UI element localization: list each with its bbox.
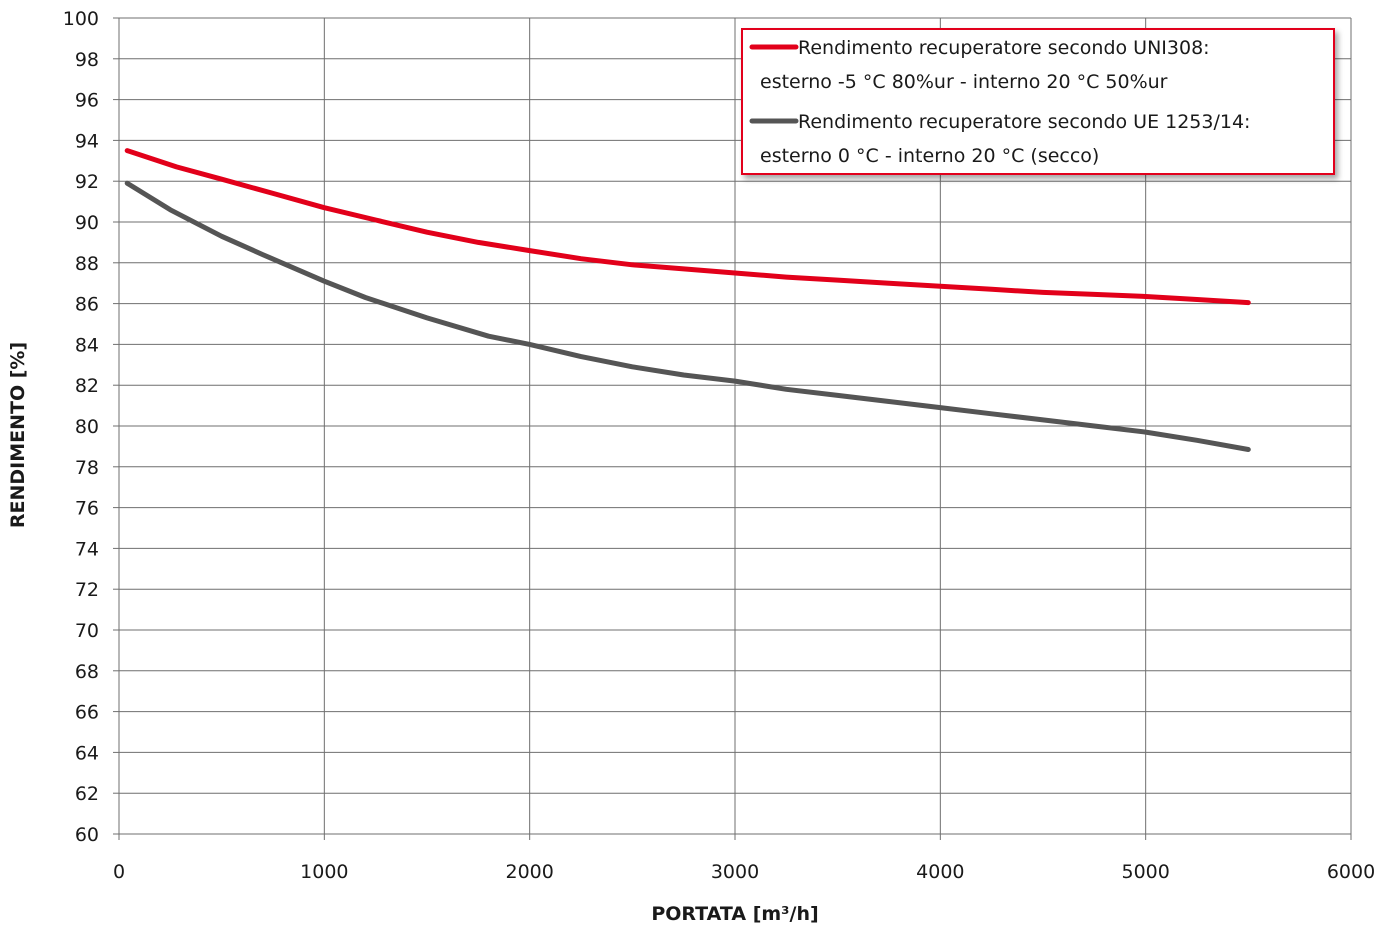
series-lines	[124, 148, 1251, 452]
y-tick-label: 78	[75, 457, 99, 479]
y-axis-title: RENDIMENTO [%]	[7, 342, 29, 528]
y-tick-label: 72	[75, 579, 99, 601]
x-tick-label: 5000	[1121, 861, 1169, 883]
y-tick-label: 86	[75, 294, 99, 316]
y-tick-label: 96	[75, 90, 99, 112]
x-tick-label: 2000	[505, 861, 553, 883]
x-axis-title: PORTATA [m³/h]	[651, 903, 818, 925]
x-tick-label: 1000	[300, 861, 348, 883]
x-tick-labels: 0 1000 2000 3000 4000 5000 6000	[113, 861, 1375, 883]
y-tick-label: 60	[75, 824, 99, 846]
y-tick-label: 100	[63, 8, 99, 30]
y-tick-label: 90	[75, 212, 99, 234]
x-tick-label: 0	[113, 861, 125, 883]
x-tick-label: 6000	[1327, 861, 1375, 883]
y-tick-label: 80	[75, 416, 99, 438]
y-tick-label: 68	[75, 661, 99, 683]
y-tick-label: 94	[75, 130, 99, 152]
x-tick-label: 3000	[711, 861, 759, 883]
y-tick-label: 98	[75, 49, 99, 71]
legend-box	[741, 28, 1335, 175]
y-tick-label: 70	[75, 620, 99, 642]
y-tick-labels: 60 62 64 66 68 70 72 74 76 78 80 82 84 86 88 90 92 94 96 98…	[63, 8, 99, 846]
y-tick-label: 62	[75, 783, 99, 805]
series-line-uni308	[124, 148, 1251, 306]
y-tick-label: 74	[75, 538, 99, 560]
legend-label-uni308-line-1: Rendimento recuperatore secondo UNI308:	[798, 37, 1210, 59]
y-tick-label: 66	[75, 702, 99, 724]
y-tick-label: 76	[75, 498, 99, 520]
y-tick-label: 92	[75, 171, 99, 193]
series-line-ue1253	[124, 180, 1251, 452]
x-tick-label: 4000	[916, 861, 964, 883]
y-tick-label: 88	[75, 253, 99, 275]
legend: Rendimento recuperatore secondo UNI308: …	[741, 28, 1335, 175]
y-tick-label: 84	[75, 334, 99, 356]
y-tick-label: 64	[75, 742, 99, 764]
y-tick-label: 82	[75, 375, 99, 397]
legend-label-uni308-line-2: esterno -5 °C 80%ur - interno 20 °C 50%u…	[760, 71, 1168, 93]
legend-label-ue1253-line-2: esterno 0 °C - interno 20 °C (secco)	[760, 145, 1099, 167]
legend-label-ue1253-line-1: Rendimento recuperatore secondo UE 1253/…	[798, 111, 1250, 133]
